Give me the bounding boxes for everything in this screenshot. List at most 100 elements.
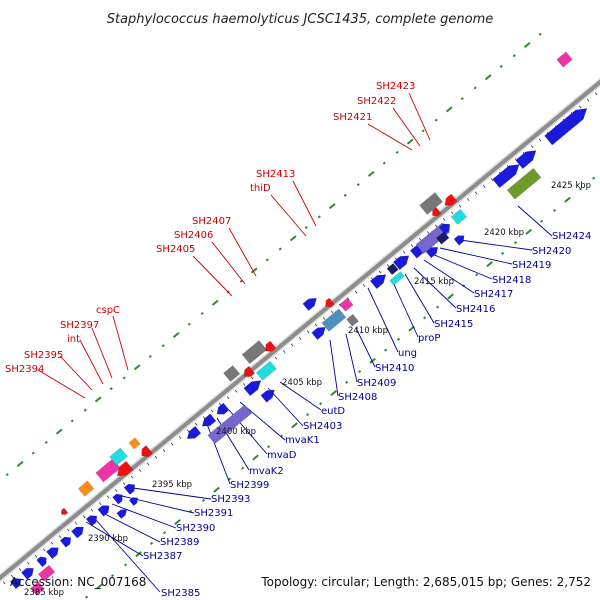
gene-feature: [369, 274, 387, 290]
gene-label: SH2399: [230, 480, 269, 491]
gene-feature: [36, 556, 47, 568]
gc-dot: [343, 193, 347, 197]
leader-line: [431, 253, 493, 280]
leader-line: [329, 339, 339, 397]
gene-label: SH2420: [532, 246, 571, 257]
gene-feature: [243, 365, 256, 378]
gc-dot: [148, 354, 152, 358]
kbp-label: 2405 kbp: [282, 378, 322, 388]
gene-feature: [123, 483, 136, 495]
gene-feature: [9, 578, 22, 590]
gene-feature: [425, 246, 439, 259]
leader-line: [355, 327, 376, 368]
gene-label: mvaK1: [285, 435, 320, 446]
gene-feature: [453, 235, 465, 246]
tick-mark: [106, 495, 110, 499]
leader-line: [439, 247, 513, 265]
gene-feature: [71, 526, 84, 539]
gc-dot: [369, 357, 376, 364]
gc-dot: [475, 273, 479, 277]
tick-mark: [90, 508, 94, 512]
gene-label: SH2407: [192, 216, 231, 227]
gene-feature: [116, 509, 128, 519]
tick-mark: [298, 336, 302, 340]
leader-line: [192, 255, 233, 297]
gene-feature: [207, 404, 253, 445]
gene-feature: [556, 51, 573, 68]
gene-feature: [544, 108, 588, 146]
leader-line: [112, 315, 129, 371]
kbp-labels: 2385 kbp 2390 kbp 2395 kbp 2400 kbp 2405…: [24, 181, 591, 598]
tick-mark: [338, 303, 342, 307]
gene-label: ung: [398, 348, 417, 359]
gc-dot: [484, 74, 492, 81]
accession-text: Accession: NC_007168: [10, 575, 146, 589]
tick-mark: [490, 178, 494, 182]
gene-label: SH2395: [24, 350, 63, 361]
tick-mark: [362, 284, 366, 287]
gc-dot: [499, 64, 503, 68]
gc-dot: [135, 551, 142, 558]
gc-dot: [228, 477, 232, 481]
gc-dot: [55, 428, 63, 435]
gc-dot: [319, 402, 323, 406]
gene-feature: [506, 167, 542, 200]
tick-mark: [466, 198, 470, 201]
tick-mark: [98, 502, 102, 505]
gene-feature: [61, 507, 69, 516]
gc-dot: [460, 97, 464, 101]
gc-dot: [278, 247, 282, 251]
gene-feature: [302, 297, 317, 311]
tick-mark: [202, 416, 206, 420]
gene-feature: [450, 208, 468, 225]
gc-dot: [124, 563, 128, 567]
gc-dot: [514, 241, 518, 245]
leader-line: [408, 92, 431, 141]
gc-dot: [202, 498, 206, 502]
kbp-label: 2410 kbp: [348, 326, 388, 336]
kbp-label: 2415 kbp: [414, 277, 454, 287]
gc-dot: [289, 235, 297, 242]
tick-mark: [346, 297, 350, 301]
gene-label: SH2405: [156, 244, 195, 255]
tick-mark: [242, 383, 246, 386]
gc-dot: [174, 518, 181, 525]
gc-dot: [187, 322, 191, 326]
gc-dot: [200, 311, 204, 316]
topology-text: Topology: circular; Length: 2,685,015 bp…: [260, 575, 591, 589]
lower-gene-labels: SH2385 SH2387 SH2389 SH2390 SH2391 SH239…: [143, 231, 591, 599]
gene-feature: [346, 313, 359, 327]
gene-feature: [389, 271, 405, 286]
gene-label: SH2416: [456, 304, 495, 315]
tick-mark: [458, 204, 462, 208]
map-title: Staphylococcus haemolyticus JCSC1435, co…: [107, 12, 494, 27]
tick-mark: [410, 244, 414, 248]
tick-mark: [162, 449, 166, 453]
gc-dot: [241, 466, 245, 470]
gene-label: SH2410: [375, 363, 414, 374]
tick-mark: [194, 422, 198, 426]
tick-mark: [58, 535, 62, 539]
tick-mark: [530, 145, 534, 149]
gc-dot: [445, 106, 453, 113]
tick-mark: [42, 548, 46, 552]
tick-mark: [538, 138, 542, 142]
tick-mark: [330, 310, 334, 314]
label-leaders: [37, 92, 553, 593]
leader-line: [85, 521, 144, 557]
tick-mark: [306, 330, 310, 334]
gene-feature: [223, 365, 241, 382]
tick-mark: [26, 561, 30, 565]
gc-dot: [109, 387, 113, 391]
gene-label: SH2423: [376, 81, 415, 92]
gc-dot: [31, 451, 35, 455]
gc-dot: [538, 32, 542, 36]
gc-dot: [436, 305, 440, 309]
gene-label: SH2389: [160, 537, 199, 548]
tick-mark: [314, 323, 318, 327]
leader-line: [292, 180, 317, 227]
gene-feature: [97, 505, 110, 517]
gene-label: mvaK2: [249, 466, 284, 477]
gc-dot: [553, 208, 557, 212]
tick-mark: [426, 231, 430, 234]
